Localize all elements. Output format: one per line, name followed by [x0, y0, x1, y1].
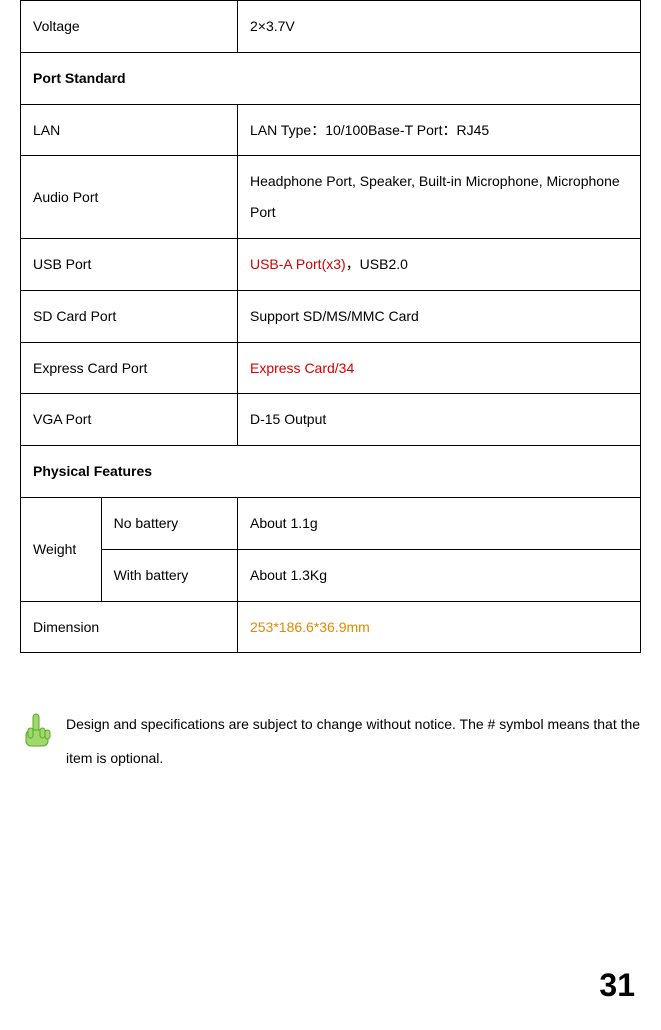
weight-value: About 1.1g	[237, 497, 640, 549]
row-value: Headphone Port, Speaker, Built-in Microp…	[237, 156, 640, 239]
table-row: Port Standard	[21, 52, 641, 104]
row-value: Express Card/34	[237, 342, 640, 394]
usb-tail-part: ，USB2.0	[346, 256, 408, 272]
note-hand-icon	[20, 712, 54, 752]
row-label: Audio Port	[21, 156, 238, 239]
row-label: Dimension	[21, 601, 238, 653]
table-row: USB Port USB-A Port(x3)，USB2.0	[21, 238, 641, 290]
row-value: USB-A Port(x3)，USB2.0	[237, 238, 640, 290]
row-label: USB Port	[21, 238, 238, 290]
row-value: Support SD/MS/MMC Card	[237, 290, 640, 342]
row-value: LAN Type：10/100Base-T Port：RJ45	[237, 104, 640, 156]
weight-group-label: Weight	[21, 497, 102, 601]
table-row: Dimension 253*186.6*36.9mm	[21, 601, 641, 653]
usb-red-part: USB-A Port(x3)	[250, 256, 346, 272]
table-row: Physical Features	[21, 446, 641, 498]
section-header: Port Standard	[21, 52, 641, 104]
table-row: Audio Port Headphone Port, Speaker, Buil…	[21, 156, 641, 239]
row-label: LAN	[21, 104, 238, 156]
table-row: LAN LAN Type：10/100Base-T Port：RJ45	[21, 104, 641, 156]
row-value: 2×3.7V	[237, 1, 640, 53]
spec-table: Voltage 2×3.7V Port Standard LAN LAN Typ…	[20, 0, 641, 653]
row-label: SD Card Port	[21, 290, 238, 342]
row-value: D-15 Output	[237, 394, 640, 446]
hand-icon-svg	[20, 712, 54, 752]
weight-sublabel: With battery	[101, 549, 237, 601]
spec-table-body: Voltage 2×3.7V Port Standard LAN LAN Typ…	[21, 1, 641, 653]
row-value: 253*186.6*36.9mm	[237, 601, 640, 653]
table-row: Weight No battery About 1.1g	[21, 497, 641, 549]
footnote: Design and specifications are subject to…	[20, 708, 641, 775]
row-label: VGA Port	[21, 394, 238, 446]
row-label: Express Card Port	[21, 342, 238, 394]
weight-sublabel: No battery	[101, 497, 237, 549]
row-label: Voltage	[21, 1, 238, 53]
weight-value: About 1.3Kg	[237, 549, 640, 601]
table-row: Express Card Port Express Card/34	[21, 342, 641, 394]
table-row: With battery About 1.3Kg	[21, 549, 641, 601]
footnote-text: Design and specifications are subject to…	[66, 708, 641, 775]
page-number: 31	[599, 967, 635, 1004]
page-container: Voltage 2×3.7V Port Standard LAN LAN Typ…	[0, 0, 661, 1030]
table-row: VGA Port D-15 Output	[21, 394, 641, 446]
section-header: Physical Features	[21, 446, 641, 498]
table-row: Voltage 2×3.7V	[21, 1, 641, 53]
table-row: SD Card Port Support SD/MS/MMC Card	[21, 290, 641, 342]
